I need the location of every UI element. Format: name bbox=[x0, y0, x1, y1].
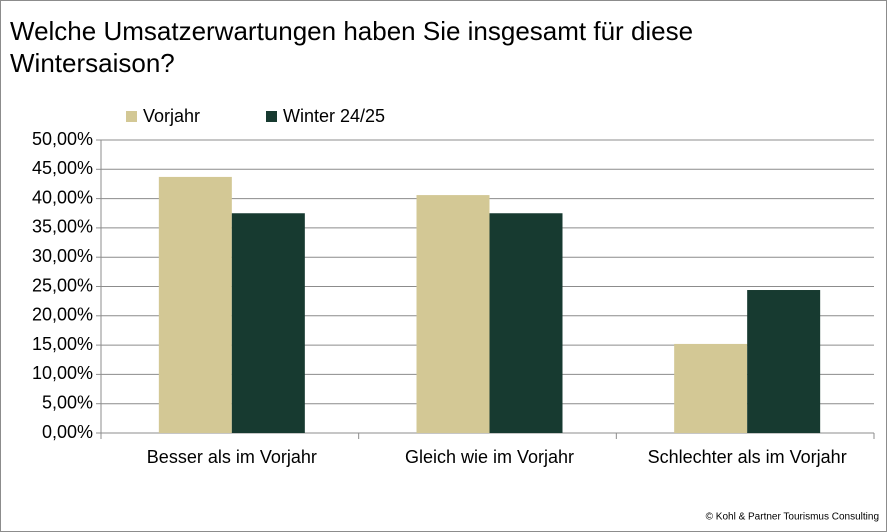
y-tick-label: 20,00% bbox=[32, 305, 93, 325]
legend-swatch bbox=[126, 111, 137, 122]
x-tick-label: Besser als im Vorjahr bbox=[147, 447, 317, 467]
footnote: © Kohl & Partner Tourismus Consulting bbox=[706, 512, 879, 523]
bar bbox=[158, 176, 232, 433]
y-tick-label: 0,00% bbox=[42, 422, 93, 442]
y-tick-label: 50,00% bbox=[32, 129, 93, 149]
y-tick-label: 10,00% bbox=[32, 363, 93, 383]
bar bbox=[674, 343, 748, 433]
y-tick-label: 15,00% bbox=[32, 334, 93, 354]
x-tick-label: Gleich wie im Vorjahr bbox=[405, 447, 574, 467]
bar bbox=[231, 213, 305, 433]
bar bbox=[416, 195, 490, 433]
y-tick-label: 25,00% bbox=[32, 275, 93, 295]
y-tick-label: 45,00% bbox=[32, 158, 93, 178]
y-tick-label: 35,00% bbox=[32, 217, 93, 237]
y-tick-label: 40,00% bbox=[32, 187, 93, 207]
chart-title: Welche Umsatzerwartungen haben Sie insge… bbox=[10, 16, 694, 78]
bar bbox=[747, 290, 821, 433]
y-tick-label: 30,00% bbox=[32, 246, 93, 266]
legend-swatch bbox=[266, 111, 277, 122]
legend-label: Winter 24/25 bbox=[283, 106, 385, 126]
bar bbox=[489, 213, 563, 433]
legend-label: Vorjahr bbox=[143, 106, 200, 126]
x-tick-label: Schlechter als im Vorjahr bbox=[648, 447, 847, 467]
y-tick-label: 5,00% bbox=[42, 392, 93, 412]
